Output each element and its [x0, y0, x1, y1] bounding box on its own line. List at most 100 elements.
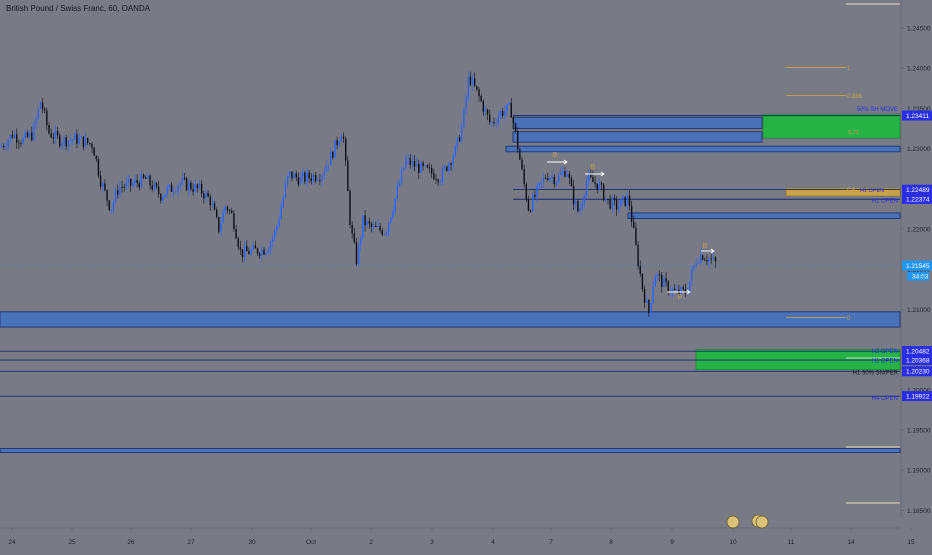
time-tick-label: 8	[609, 539, 613, 546]
arrow-head-2	[686, 289, 691, 295]
candle-body	[140, 174, 143, 188]
candle-body	[544, 177, 547, 179]
price-tag-label: 1.22374	[906, 196, 930, 203]
candle-body	[461, 126, 463, 142]
candle-body	[190, 182, 192, 190]
candle-body	[127, 178, 130, 182]
price-tag	[902, 355, 932, 366]
candle-body	[297, 177, 300, 185]
zone-label: H4 OPEN	[872, 396, 898, 402]
candle-body	[54, 131, 57, 139]
time-tick-label: 2	[369, 539, 373, 546]
candle-body	[97, 159, 100, 176]
price-tag	[902, 193, 932, 204]
event-icon[interactable]	[755, 515, 769, 529]
candle-body	[261, 249, 263, 256]
candle-body	[310, 178, 312, 181]
candle-body	[33, 123, 35, 141]
candle-body	[435, 179, 437, 180]
event-icon[interactable]	[726, 515, 740, 529]
candle-body	[534, 194, 536, 197]
candle-body	[173, 191, 175, 193]
candle-body	[304, 172, 306, 182]
candle-body	[620, 199, 622, 207]
candle-body	[248, 251, 250, 255]
candle-body	[562, 171, 564, 174]
candle-body	[699, 255, 702, 263]
candle-body	[405, 159, 407, 168]
candle-body	[278, 219, 280, 226]
candle-body	[121, 186, 123, 188]
event-icons[interactable]	[726, 514, 769, 529]
candle-body	[231, 210, 233, 214]
fib-label: 0	[847, 316, 851, 322]
candle-body	[177, 186, 179, 192]
candle-body	[643, 289, 646, 304]
candle-body	[418, 163, 420, 173]
candle-body	[3, 146, 5, 147]
candle-body	[486, 109, 489, 115]
candle-body	[155, 183, 158, 187]
candle-body	[327, 165, 330, 167]
candle-body	[671, 288, 674, 293]
candle-body	[207, 192, 209, 197]
candle-body	[65, 137, 67, 147]
candle-body	[630, 205, 633, 222]
candle-body	[512, 117, 515, 124]
candle-body	[20, 142, 22, 144]
price-tag-label: 1.21545	[906, 263, 930, 270]
time-tick-label: 7	[549, 539, 553, 546]
candle-body	[209, 196, 211, 206]
candle-body	[366, 221, 368, 226]
candle-body	[50, 133, 52, 138]
candle-body	[714, 257, 717, 262]
candle-body	[222, 212, 224, 224]
candle-body	[280, 207, 282, 220]
price-axis[interactable]: 1.245001.240001.235001.230001.225001.220…	[900, 0, 932, 518]
candle-body	[540, 181, 543, 183]
candle-body	[138, 183, 140, 188]
candle-body	[112, 202, 115, 210]
candles-group	[1, 71, 717, 319]
candle-body	[306, 172, 308, 182]
candle-body	[205, 192, 207, 199]
candle-body	[102, 183, 104, 187]
candle-body	[398, 183, 401, 187]
time-tick-label: 11	[788, 539, 795, 546]
candle-body	[587, 174, 590, 181]
candle-body	[78, 138, 80, 144]
candle-body	[35, 118, 37, 124]
candle-body	[289, 171, 291, 176]
time-tick-label: 24	[8, 539, 16, 546]
candle-body	[553, 176, 555, 185]
candle-body	[349, 191, 351, 225]
price-tick-label: 1.21000	[907, 307, 931, 314]
candle-body	[570, 177, 573, 187]
candle-body	[622, 196, 624, 200]
candle-body	[566, 173, 568, 177]
candle-body	[669, 292, 672, 293]
candle-body	[308, 172, 310, 179]
candle-body	[392, 211, 394, 218]
candle-body	[521, 159, 523, 170]
candle-body	[607, 199, 609, 200]
candle-body	[170, 184, 173, 192]
arrow-head-0	[563, 159, 568, 165]
candle-body	[71, 139, 74, 141]
candle-body	[403, 167, 405, 171]
time-tick-label: 27	[187, 539, 195, 546]
candle-body	[185, 178, 188, 191]
arrow-head-1	[600, 171, 605, 177]
time-axis[interactable]: 24 25 26 27 30 Oct 2 3 4 7 8 9 10 11 14 15	[0, 527, 915, 546]
candle-body	[286, 175, 289, 185]
candle-body	[104, 183, 106, 190]
candle-body	[648, 300, 650, 313]
candle-body	[274, 230, 276, 237]
candle-body	[360, 237, 362, 245]
candle-body	[639, 266, 641, 274]
candle-body	[704, 259, 706, 261]
candle-body	[145, 177, 147, 179]
candle-body	[467, 76, 469, 98]
